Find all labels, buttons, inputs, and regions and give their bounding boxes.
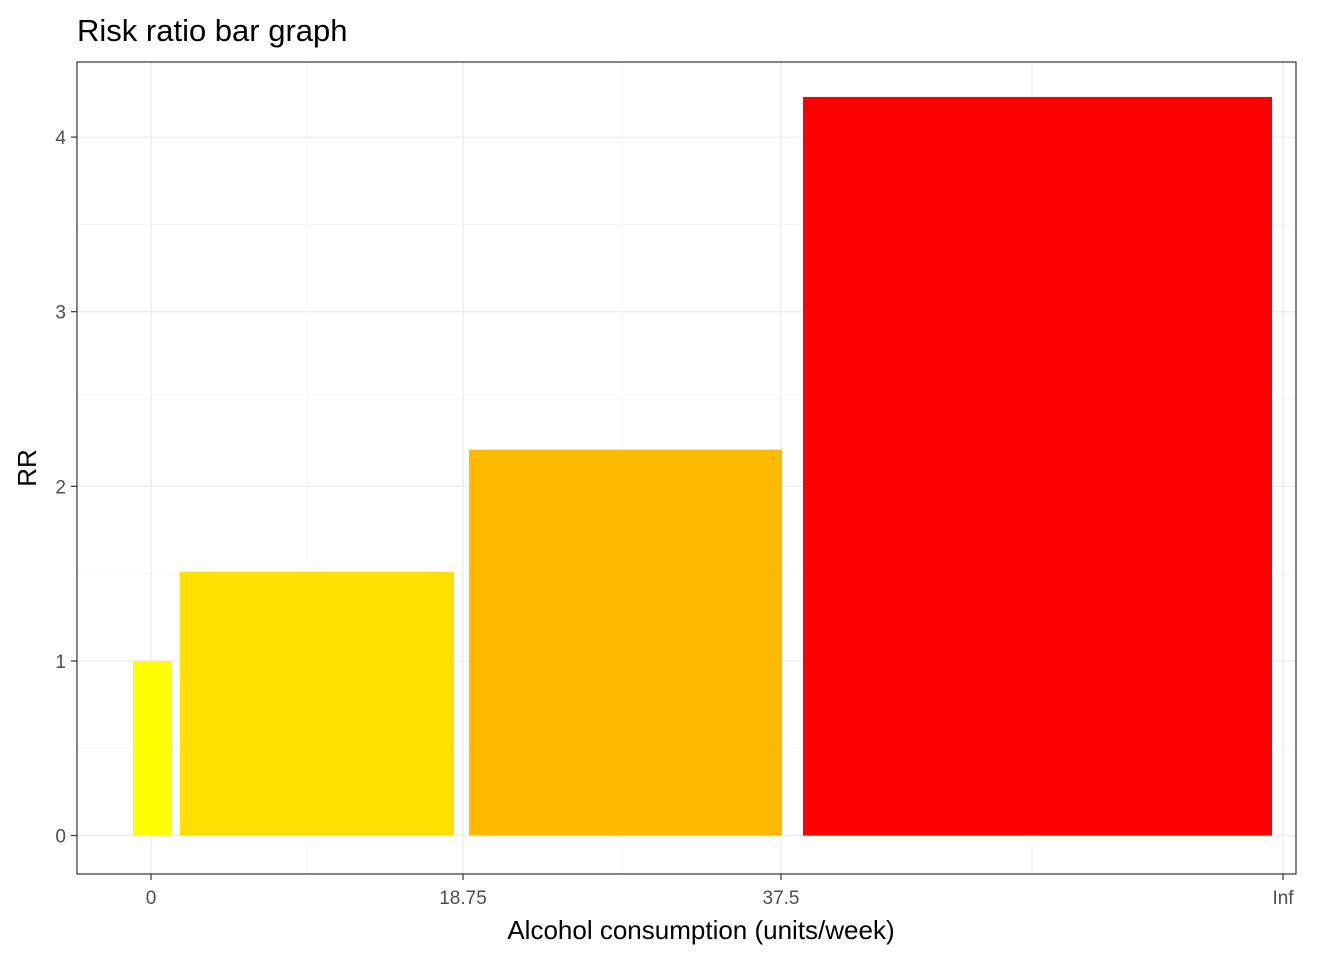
bar-1 [133, 660, 172, 836]
x-tick-label: Inf [1272, 888, 1294, 909]
y-axis-title: RR [12, 449, 42, 487]
y-tick-label: 3 [55, 303, 66, 324]
y-tick-label: 1 [55, 652, 66, 673]
y-axis: 0 1 2 3 4 [55, 128, 77, 848]
bar-3 [469, 449, 782, 836]
y-tick-label: 0 [55, 827, 66, 848]
chart-title: Risk ratio bar graph [77, 13, 348, 48]
x-tick-label: 0 [146, 888, 157, 909]
bar-4 [803, 96, 1272, 836]
plot-panel-border [76, 61, 1297, 875]
y-tick-label: 4 [55, 128, 66, 149]
x-tick-label: 37.5 [763, 888, 800, 909]
y-tick-label: 2 [55, 477, 66, 498]
x-tick-label: 18.75 [439, 888, 487, 909]
bar-2 [180, 571, 454, 836]
x-axis-title: Alcohol consumption (units/week) [507, 915, 894, 945]
x-axis: 0 18.75 37.5 Inf [146, 874, 1294, 909]
bars [133, 96, 1272, 836]
